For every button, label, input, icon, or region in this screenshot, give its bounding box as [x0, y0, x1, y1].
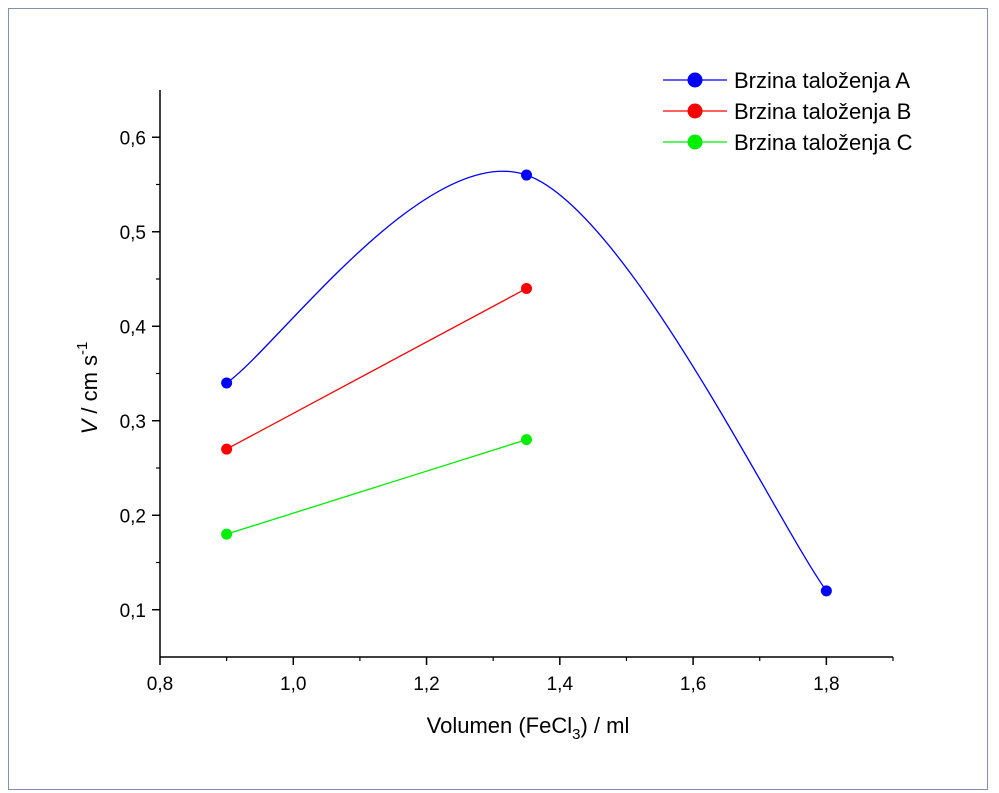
- data-point: [521, 434, 532, 446]
- y-tick-label: 0,4: [120, 317, 147, 338]
- figure-frame: [8, 8, 988, 790]
- legend-marker: [687, 103, 703, 119]
- y-tick-label: 0,1: [120, 601, 146, 622]
- y-axis-label: V / cm s-1: [74, 342, 102, 435]
- x-tick-label: 1,6: [680, 674, 706, 695]
- y-tick-label: 0,2: [120, 506, 146, 527]
- plot-area: [221, 169, 832, 597]
- y-tick-label: 0,3: [120, 412, 146, 433]
- x-tick-label: 1,2: [413, 674, 439, 695]
- data-point: [820, 585, 832, 597]
- series-line: [226, 170, 827, 592]
- x-tick-label: 0,8: [147, 674, 173, 695]
- data-point: [221, 528, 233, 540]
- data-point: [521, 282, 532, 294]
- legend-label: Brzina taloženja C: [734, 130, 913, 155]
- x-tick-label: 1,8: [813, 674, 839, 695]
- x-axis-label: Volumen (FeCl3) / ml: [427, 713, 630, 743]
- y-tick-label: 0,5: [120, 223, 146, 244]
- data-point: [221, 443, 233, 455]
- y-tick-label: 0,6: [120, 128, 146, 149]
- x-tick-label: 1,0: [280, 674, 306, 695]
- legend: Brzina taloženja A Brzina taloženja B Brzi…: [663, 68, 913, 155]
- series-line: [226, 439, 527, 535]
- axes: 0,8 1,0 1,2 1,4 1,6 1,8 0,1 0,2 0,3 0,4 0,5 0,6: [120, 90, 894, 695]
- x-tick-label: 1,4: [547, 674, 574, 695]
- data-point: [521, 169, 532, 181]
- legend-marker: [687, 72, 703, 88]
- series-line: [226, 287, 527, 450]
- legend-label: Brzina taloženja A: [734, 68, 910, 93]
- data-point: [221, 377, 233, 389]
- legend-label: Brzina taloženja B: [734, 99, 911, 124]
- legend-marker: [687, 134, 703, 150]
